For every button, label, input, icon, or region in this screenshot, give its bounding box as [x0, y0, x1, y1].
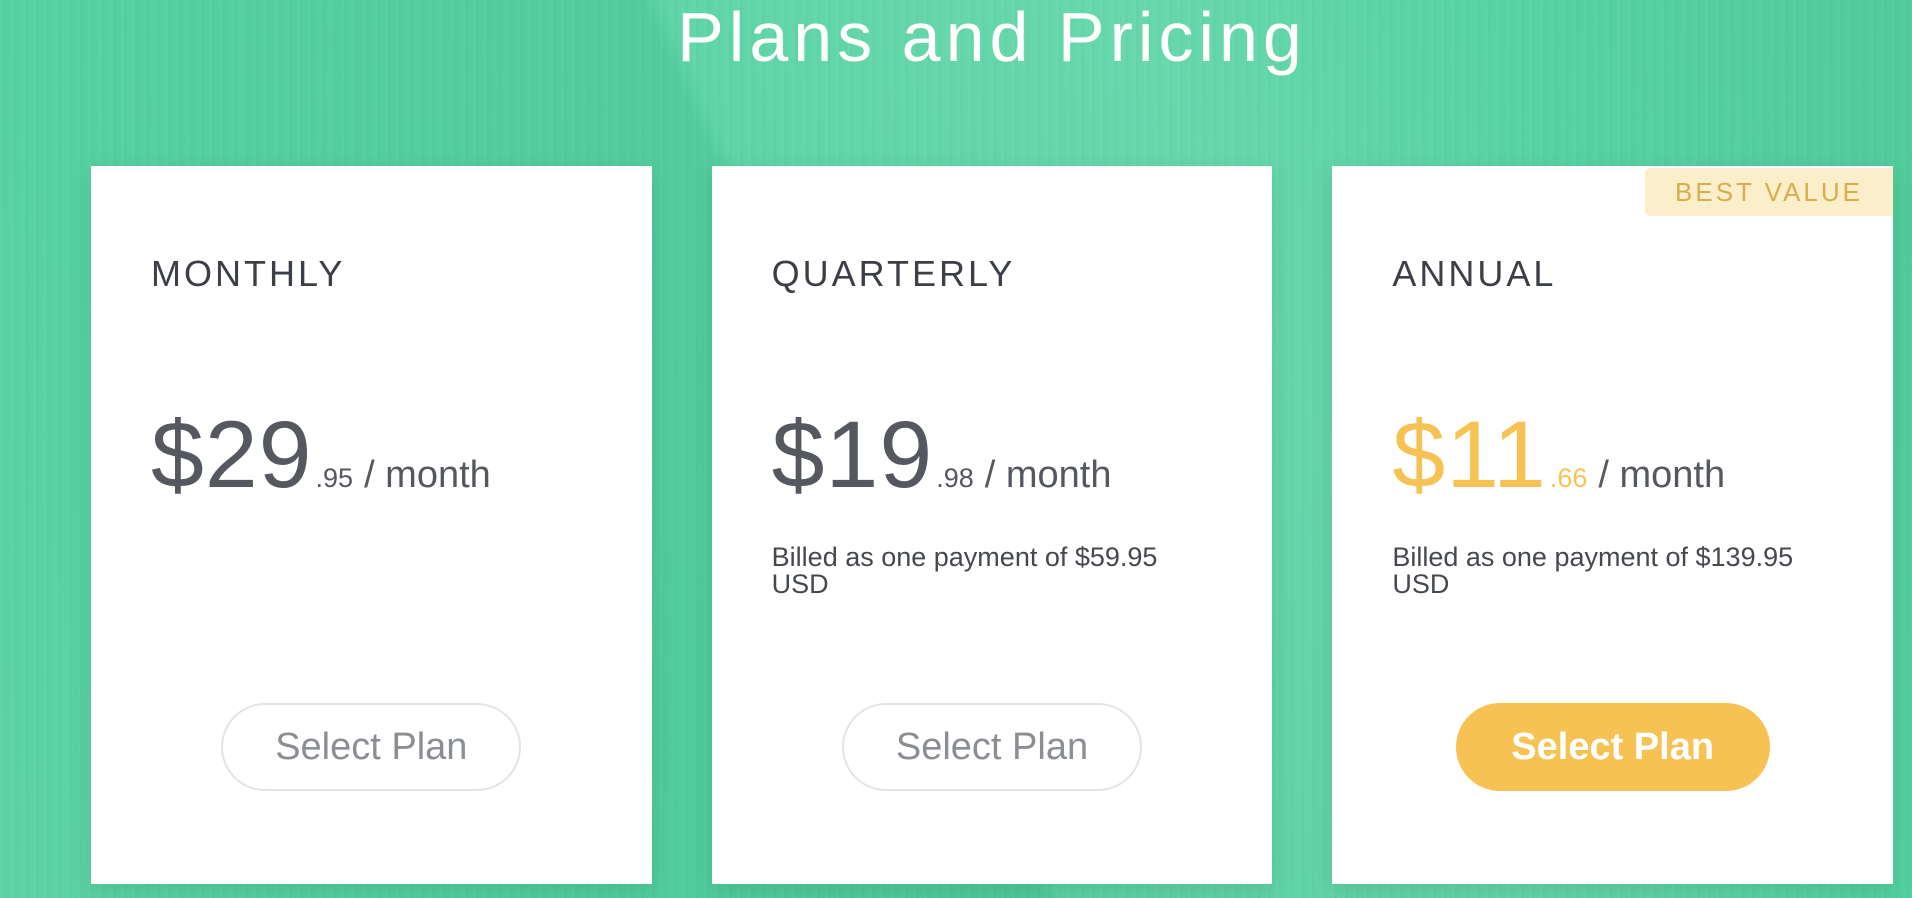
pricing-section: Plans and Pricing MONTHLY $29 .95 / mont… — [91, 0, 1894, 884]
price-period: / month — [984, 454, 1112, 496]
plan-cards: MONTHLY $29 .95 / month Select Plan QUAR… — [91, 166, 1894, 884]
price-whole: 11 — [1446, 402, 1547, 508]
page-title: Plans and Pricing — [677, 0, 1307, 76]
billed-note: Billed as one payment of $59.95 USD — [771, 542, 1158, 599]
currency-symbol: $ — [151, 402, 205, 508]
currency-symbol: $ — [1392, 402, 1447, 508]
plan-price: $19 .98 / month — [772, 408, 1213, 503]
price-period: / month — [364, 454, 491, 496]
price-cents: .98 — [936, 463, 974, 493]
price-period: / month — [1598, 454, 1726, 496]
price-amount: $19 — [772, 408, 934, 503]
price-amount: $11 — [1392, 408, 1546, 503]
price-cents: .95 — [315, 463, 354, 493]
price-amount: $29 — [151, 408, 313, 503]
select-plan-button-monthly[interactable]: Select Plan — [221, 703, 522, 791]
plan-card-monthly: MONTHLY $29 .95 / month Select Plan — [91, 166, 652, 884]
currency-symbol: $ — [771, 402, 826, 508]
price-whole: 19 — [825, 402, 934, 508]
plan-price: $29 .95 / month — [151, 408, 592, 503]
plan-name: ANNUAL — [1392, 253, 1557, 294]
price-whole: 29 — [204, 402, 313, 508]
plan-name: MONTHLY — [151, 253, 346, 294]
select-plan-button-quarterly[interactable]: Select Plan — [842, 703, 1142, 791]
billed-note: Billed as one payment of $139.95 USD — [1392, 542, 1794, 599]
best-value-badge: BEST VALUE — [1645, 168, 1894, 216]
plan-name: QUARTERLY — [771, 253, 1016, 294]
select-plan-button-annual[interactable]: Select Plan — [1455, 703, 1770, 791]
plan-card-annual: BEST VALUE ANNUAL $11 .66 / month Billed… — [1332, 166, 1894, 884]
plan-price: $11 .66 / month — [1392, 408, 1833, 503]
price-cents: .66 — [1549, 463, 1588, 493]
plan-card-quarterly: QUARTERLY $19 .98 / month Billed as one … — [711, 166, 1273, 884]
